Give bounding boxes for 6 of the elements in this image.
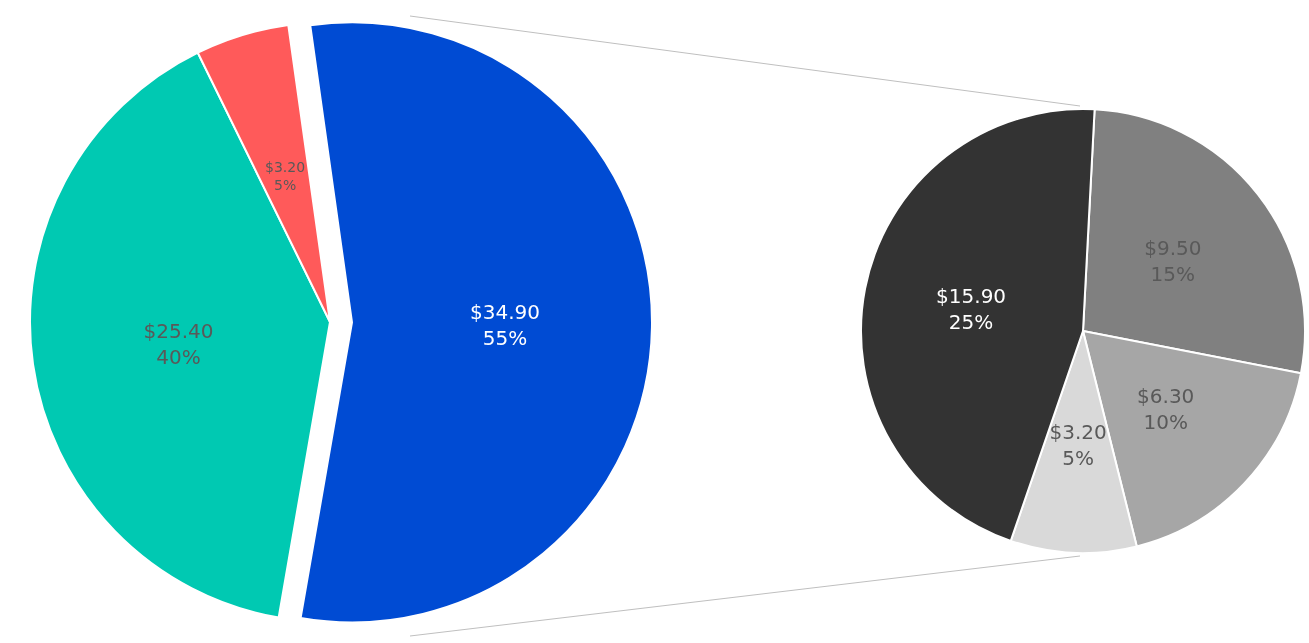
data-label: $34.90 55% (469, 299, 540, 350)
data-label: $3.20 5% (265, 158, 306, 193)
data-label: $25.40 40% (143, 318, 214, 369)
data-label: $3.20 5% (1049, 419, 1107, 470)
data-label: $15.90 25% (936, 284, 1007, 335)
data-label: $6.30 10% (1137, 384, 1195, 435)
